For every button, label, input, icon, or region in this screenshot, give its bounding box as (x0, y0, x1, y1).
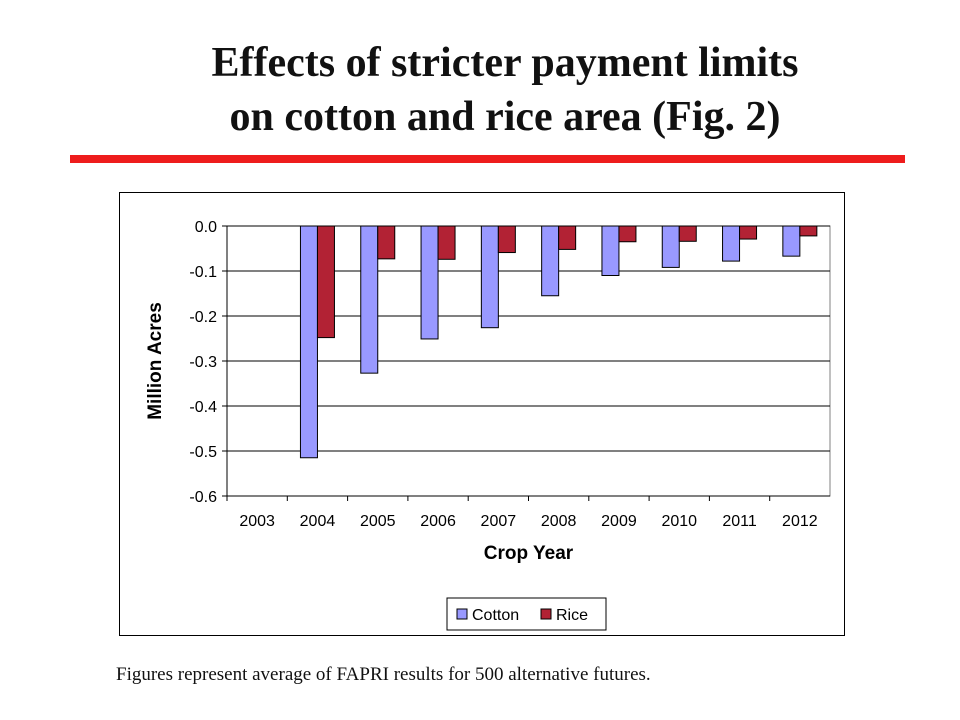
x-tick-label: 2010 (661, 513, 697, 530)
bar-rice-2005 (377, 225, 396, 260)
y-axis-label: Million Acres (145, 302, 166, 420)
bar-cotton-2004 (299, 225, 318, 459)
x-tick-label: 2012 (782, 513, 818, 530)
slide-title: Effects of stricter payment limits on co… (0, 36, 960, 144)
y-tick-label: -0.2 (189, 309, 217, 326)
bar-rice-2004 (316, 225, 335, 339)
bar-rice-2010 (678, 225, 697, 242)
caption: Figures represent average of FAPRI resul… (116, 664, 651, 685)
bar-chart: 0.0 -0.1 -0.2 -0.3 -0.4 -0.5 -0.6 2003 2004 2005 2… (145, 219, 831, 631)
x-tick-label: 2005 (360, 513, 396, 530)
bar-cotton-2008 (541, 225, 560, 297)
bar-rice-2008 (558, 225, 577, 250)
bar-cotton-2005 (360, 225, 379, 374)
legend-label-cotton: Cotton (472, 607, 519, 624)
x-axis-label: Crop Year (484, 543, 574, 564)
x-tick-label: 2007 (481, 513, 517, 530)
chart-frame: 0.0 -0.1 -0.2 -0.3 -0.4 -0.5 -0.6 2003 2004 2005 2… (119, 192, 845, 636)
y-tick-label: 0.0 (195, 219, 217, 236)
y-tick-label: -0.4 (189, 399, 217, 416)
bar-cotton-2006 (420, 225, 439, 340)
bar-rice-2007 (497, 225, 516, 254)
slide-title-line-1: Effects of stricter payment limits (211, 40, 799, 86)
legend-box (446, 597, 607, 631)
x-tick-label: 2009 (601, 513, 637, 530)
y-tick-label: -0.1 (189, 264, 217, 281)
bar-rice-2009 (618, 225, 637, 243)
bar-cotton-2007 (480, 225, 499, 329)
slide-title-line-2: on cotton and rice area (Fig. 2) (229, 94, 781, 140)
x-tick-label: 2006 (420, 513, 456, 530)
legend-label-rice: Rice (556, 607, 588, 624)
bar-rice-2006 (437, 225, 456, 260)
x-tick-label: 2004 (300, 513, 336, 530)
x-tick-label: 2003 (239, 513, 275, 530)
bar-cotton-2009 (601, 225, 620, 276)
bar-rice-2011 (739, 225, 758, 240)
bar-cotton-2012 (782, 225, 801, 257)
bar-cotton-2011 (722, 225, 741, 262)
x-tick-label: 2011 (722, 513, 757, 530)
y-tick-label: -0.6 (189, 489, 217, 506)
legend-swatch-rice (540, 608, 552, 620)
y-tick-label: -0.3 (189, 354, 217, 371)
title-divider (70, 155, 905, 163)
x-tick-label: 2008 (541, 513, 577, 530)
bar-cotton-2010 (661, 225, 680, 268)
y-tick-label: -0.5 (189, 444, 217, 461)
bar-rice-2012 (799, 225, 818, 237)
legend-swatch-cotton (456, 608, 468, 620)
